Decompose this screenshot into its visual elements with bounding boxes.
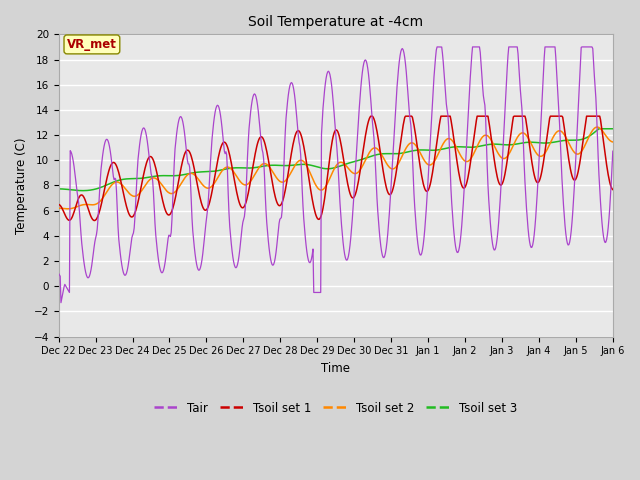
X-axis label: Time: Time	[321, 362, 350, 375]
Legend: Tair, Tsoil set 1, Tsoil set 2, Tsoil set 3: Tair, Tsoil set 1, Tsoil set 2, Tsoil se…	[149, 397, 522, 419]
Y-axis label: Temperature (C): Temperature (C)	[15, 137, 28, 234]
Text: VR_met: VR_met	[67, 38, 117, 51]
Title: Soil Temperature at -4cm: Soil Temperature at -4cm	[248, 15, 423, 29]
